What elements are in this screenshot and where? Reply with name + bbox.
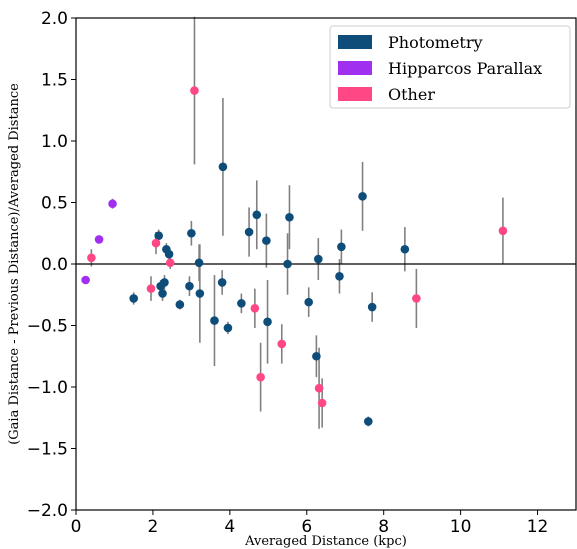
- photometry-point: [358, 192, 367, 201]
- photometry-point: [165, 250, 174, 259]
- y-axis: 2.0 1.5 1.0 0.5 0.0 −0.5 −1.0 −1.5 −2.0: [27, 9, 76, 521]
- hipparcos-parallax-point: [95, 235, 104, 244]
- photometry-point: [158, 289, 167, 298]
- legend: Photometry Hipparcos Parallax Other: [330, 26, 570, 108]
- photometry-point: [335, 272, 344, 281]
- photometry-point: [219, 163, 228, 172]
- other-point: [152, 239, 161, 248]
- photometry-point: [252, 211, 261, 220]
- y-tick-label: 1.0: [41, 132, 68, 152]
- y-tick-label: −1.5: [27, 440, 68, 460]
- photometry-point: [304, 298, 313, 307]
- photometry-point: [210, 316, 219, 325]
- y-tick-label: 0.5: [41, 194, 68, 214]
- photometry-point: [364, 417, 373, 426]
- other-point: [318, 399, 327, 408]
- photometry-point: [129, 294, 138, 303]
- photometry-point: [312, 352, 321, 361]
- photometry-point: [285, 213, 294, 222]
- other-point: [499, 226, 508, 235]
- photometry-point: [262, 236, 271, 245]
- hipparcos-parallax-point: [108, 199, 117, 208]
- photometry-point: [154, 231, 163, 240]
- x-tick-label: 0: [71, 517, 82, 537]
- photometry-point: [196, 289, 205, 298]
- photometry-point: [185, 282, 194, 291]
- y-tick-label: 0.0: [41, 255, 68, 275]
- x-tick-label: 12: [527, 517, 549, 537]
- other-point: [87, 254, 96, 263]
- y-tick-label: −0.5: [27, 317, 68, 337]
- x-tick-label: 10: [450, 517, 472, 537]
- other-point: [256, 373, 265, 382]
- other-point: [251, 304, 260, 313]
- photometry-point: [263, 318, 272, 327]
- other-point: [166, 258, 175, 267]
- other-point: [315, 384, 324, 393]
- photometry-point: [237, 299, 246, 308]
- photometry-point: [337, 242, 346, 251]
- photometry-point: [224, 324, 233, 333]
- photometry-point: [368, 303, 377, 312]
- legend-swatch-other: [338, 87, 372, 101]
- photometry-point: [160, 278, 169, 287]
- legend-swatch-hipparcos-parallax: [338, 61, 372, 75]
- photometry-point: [195, 258, 204, 267]
- x-axis-label: Averaged Distance (kpc): [244, 534, 407, 549]
- y-axis-label: (Gaia Distance - Previous Distance)/Aver…: [7, 83, 22, 445]
- x-tick-label: 2: [148, 517, 159, 537]
- photometry-point: [245, 228, 254, 237]
- legend-swatch-photometry: [338, 35, 372, 49]
- other-point: [190, 86, 199, 95]
- y-tick-label: 1.5: [41, 71, 68, 91]
- other-point: [147, 284, 156, 293]
- legend-label-photometry: Photometry: [388, 33, 483, 52]
- legend-label-other: Other: [388, 85, 435, 104]
- photometry-point: [401, 245, 410, 254]
- other-point: [277, 340, 286, 349]
- data-point-layer: [81, 86, 507, 425]
- x-tick-label: 4: [224, 517, 235, 537]
- photometry-point: [283, 260, 292, 269]
- photometry-point: [218, 278, 227, 287]
- y-tick-label: −2.0: [27, 501, 68, 521]
- photometry-point: [176, 300, 185, 309]
- y-tick-label: 2.0: [41, 9, 68, 29]
- other-point: [412, 294, 421, 303]
- photometry-point: [314, 255, 323, 264]
- y-tick-label: −1.0: [27, 378, 68, 398]
- x-axis: 0 2 4 6 8 10 12: [71, 510, 549, 537]
- hipparcos-parallax-point: [81, 276, 90, 285]
- photometry-point: [187, 229, 196, 238]
- legend-label-hipparcos-parallax: Hipparcos Parallax: [388, 59, 542, 78]
